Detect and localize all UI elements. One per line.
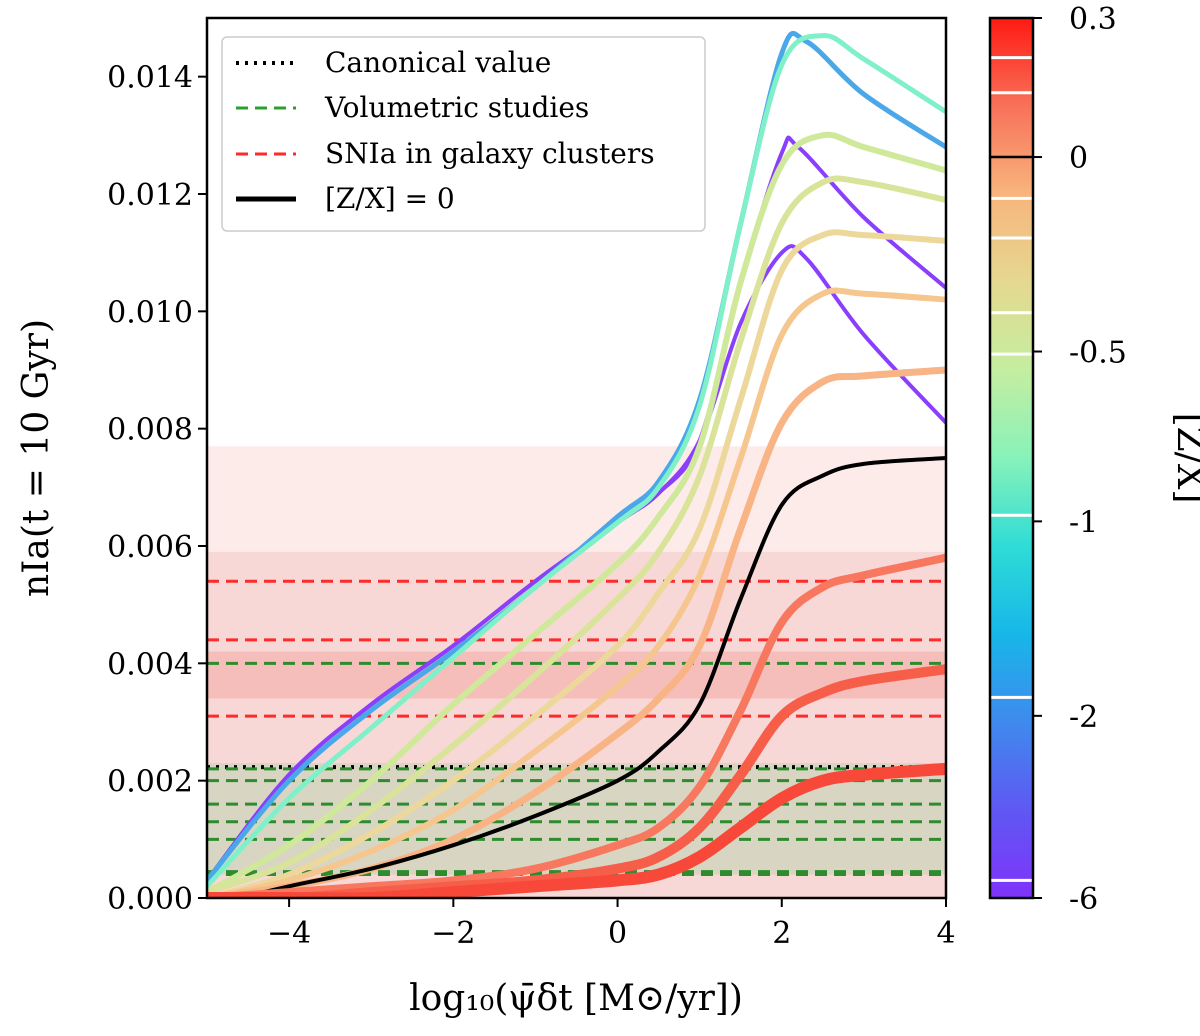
- shaded-bands: [207, 446, 946, 898]
- series-lines: [207, 30, 946, 898]
- y-tick-label: 0.012: [107, 178, 193, 213]
- series-Z-0p7: [207, 131, 946, 896]
- y-axis-ticks: 0.000 0.002 0.004 0.006 0.008 0.010 0.012 0.014: [107, 61, 207, 917]
- x-tick-label: −4: [267, 916, 311, 951]
- plot-frame: [205, 16, 948, 900]
- y-tick-label: 0.000: [107, 882, 193, 917]
- y-tick-label: 0.008: [107, 413, 193, 448]
- colorbar-frame: [988, 16, 1035, 900]
- x-tick-label: 2: [772, 916, 791, 951]
- series-Z-0p4: [207, 229, 946, 898]
- x-tick-label: 4: [936, 916, 955, 951]
- legend: Canonical value Volumetric studies SNIa …: [221, 36, 706, 232]
- colorbar-tick-label: -2: [1069, 700, 1098, 735]
- y-tick-label: 0.014: [107, 61, 193, 96]
- colorbar-tick-label: -6: [1069, 882, 1098, 917]
- legend-box: [221, 36, 706, 232]
- colorbar-label: [Z/X]: [1169, 413, 1200, 504]
- y-tick-label: 0.006: [107, 530, 193, 565]
- series-Z0p3: [207, 762, 946, 898]
- y-tick-label: 0.010: [107, 295, 193, 330]
- series-Z0p1: [207, 553, 946, 898]
- colorbar-gradient: [990, 18, 1033, 898]
- colorbar-tick-label: 0.3: [1069, 2, 1117, 37]
- x-axis-label: log₁₀(ψ̄δt [M⊙/yr]): [409, 978, 743, 1019]
- colorbar-ticks: 0.3 0 -0.5 -1 -2 -6: [1033, 2, 1127, 917]
- x-axis-ticks: −4 −2 0 2 4: [267, 898, 956, 951]
- series-Z0: [237, 456, 946, 898]
- series-Z-0p3: [207, 287, 946, 898]
- x-tick-label: −2: [431, 916, 475, 951]
- colorbar-marks: [990, 56, 1033, 882]
- colorbar-tick-label: 0: [1069, 141, 1088, 176]
- y-axis-label: nIa(t = 10 Gyr): [16, 319, 57, 597]
- colorbar: 0.3 0 -0.5 -1 -2 -6 [Z/X]: [988, 2, 1200, 917]
- legend-label-canonical: Canonical value: [325, 46, 551, 79]
- series-Z-0p5: [207, 175, 946, 896]
- y-tick-label: 0.004: [107, 647, 193, 682]
- y-tick-label: 0.002: [107, 765, 193, 800]
- legend-label-solar: [Z/X] = 0: [325, 182, 455, 215]
- legend-label-volumetric: Volumetric studies: [324, 91, 589, 124]
- legend-label-clusters: SNIa in galaxy clusters: [325, 137, 655, 170]
- colorbar-tick-label: -1: [1069, 505, 1098, 540]
- series-Z-1: [207, 33, 946, 889]
- colorbar-tick-label: -0.5: [1069, 336, 1127, 371]
- x-tick-label: 0: [608, 916, 627, 951]
